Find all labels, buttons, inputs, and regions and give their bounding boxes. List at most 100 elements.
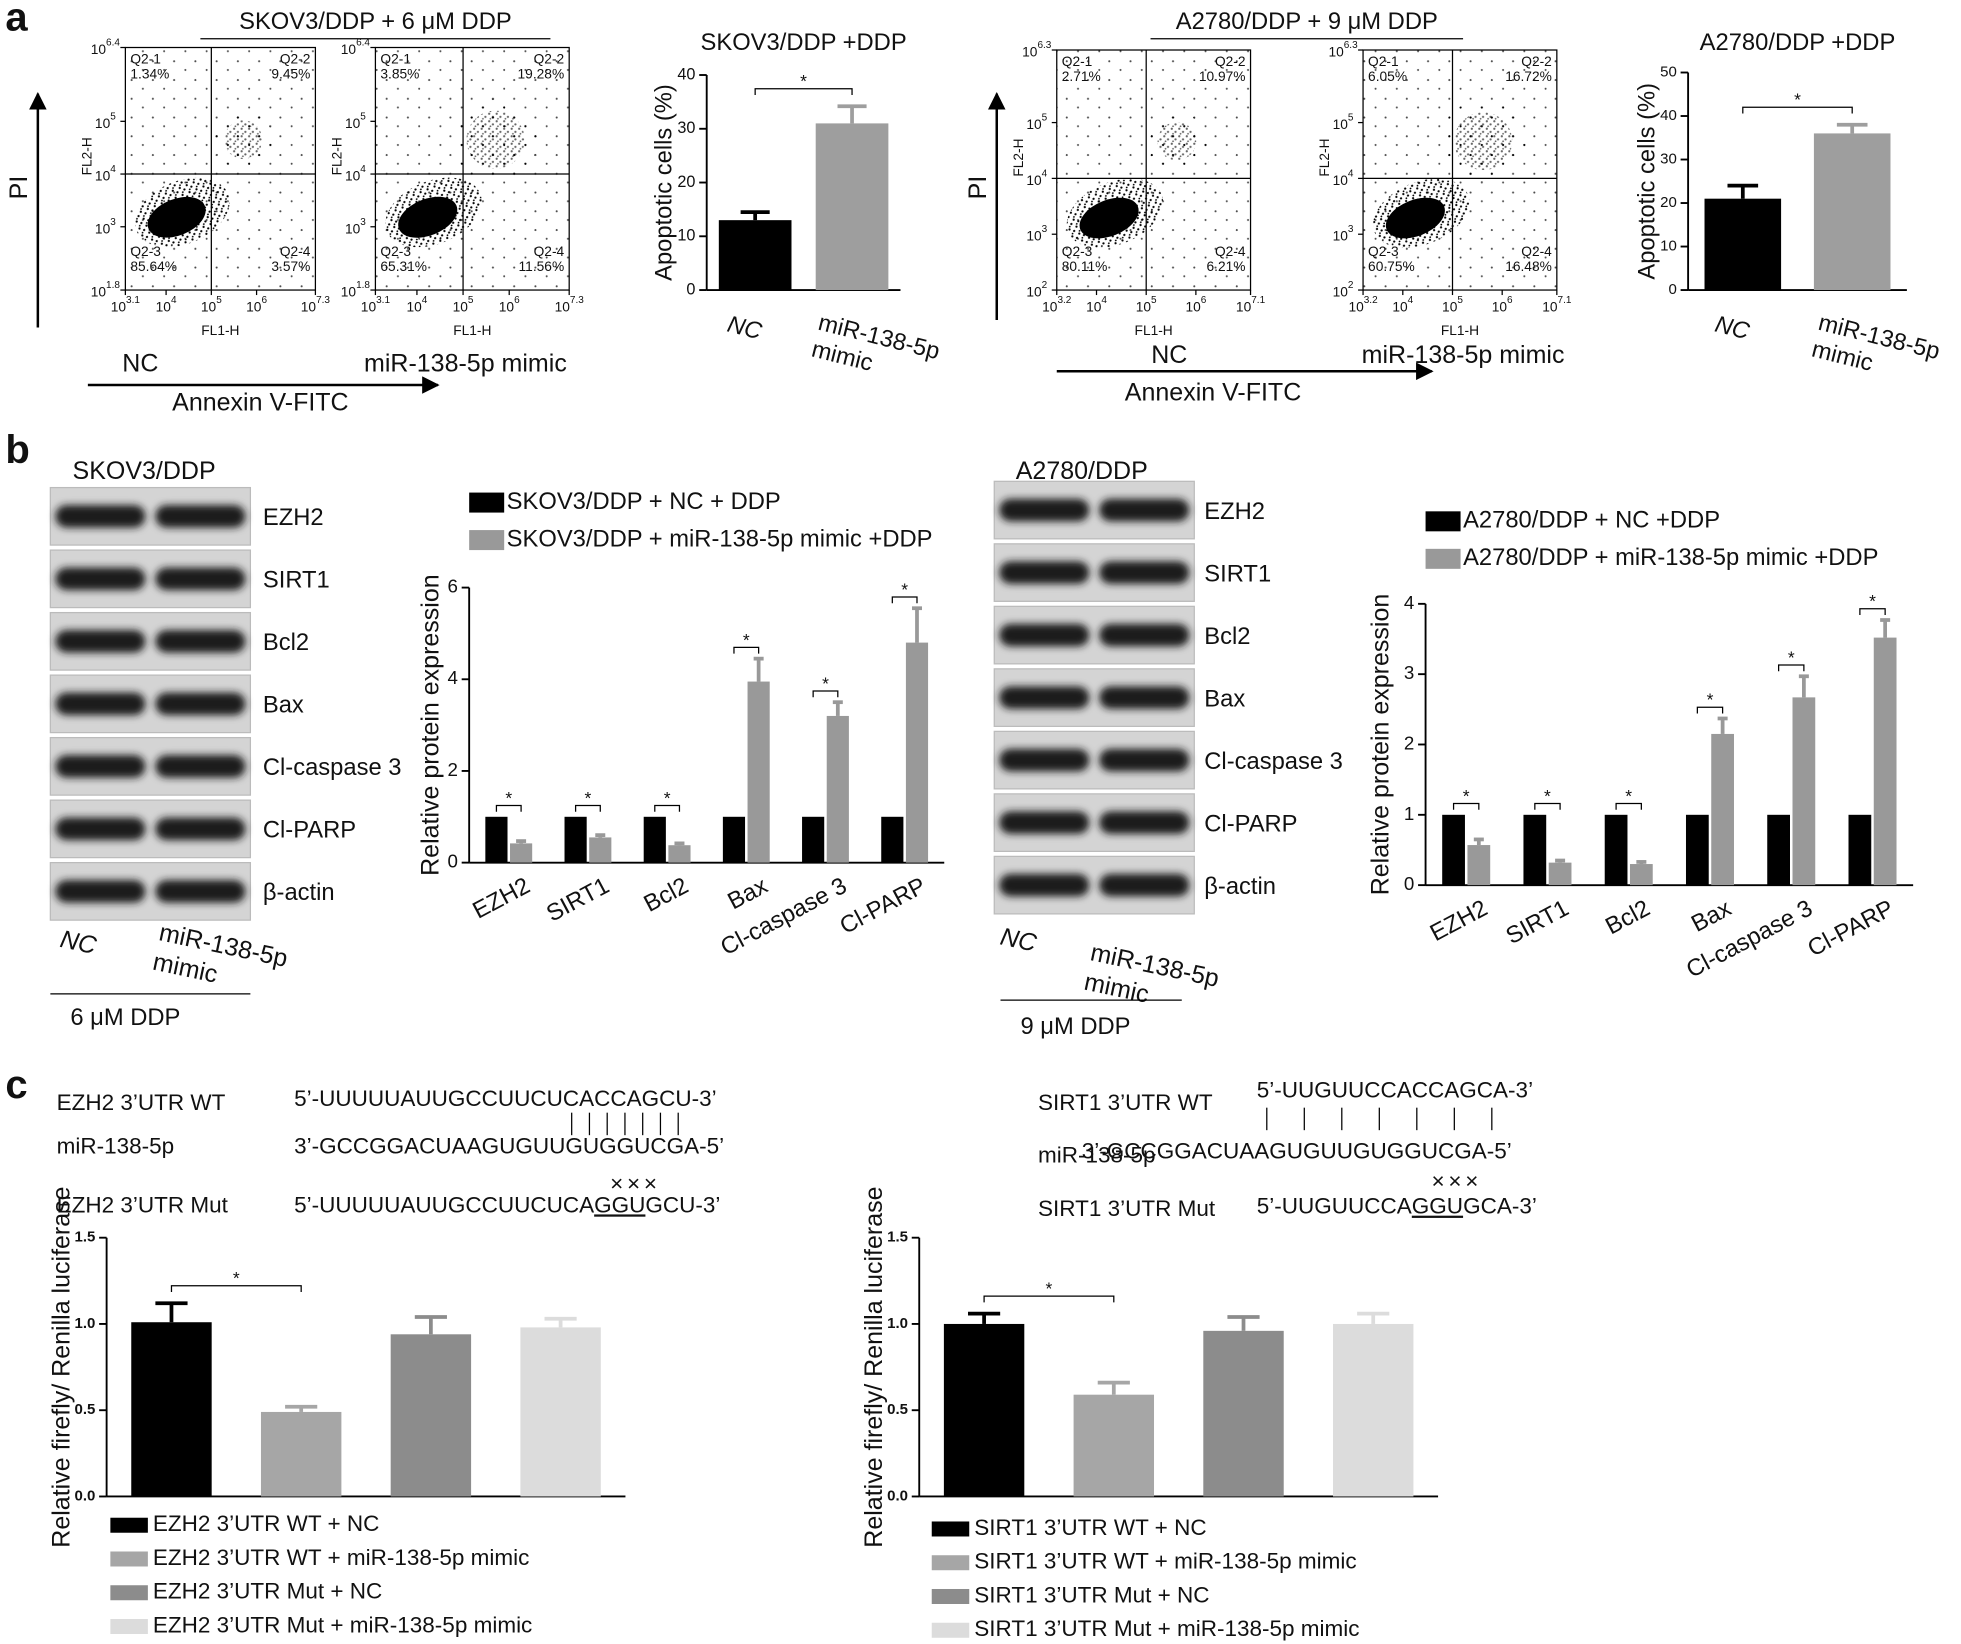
- lane-label: miR-138-5p mimic: [1082, 938, 1229, 1023]
- quadrant-name: Q2-2: [1521, 54, 1552, 69]
- x-tick-label: NC: [1712, 311, 1753, 346]
- y-tick-label: 50: [1660, 63, 1677, 80]
- plot-frame: [374, 46, 570, 291]
- y-axis-label: Relative protein expression: [416, 574, 444, 876]
- significance-bracket: [1534, 802, 1561, 810]
- protein-label: Cl-PARP: [263, 817, 356, 844]
- quadrant-percent: 80.11%: [1062, 259, 1108, 274]
- bar: [1203, 1330, 1284, 1497]
- bar: [1523, 814, 1547, 886]
- blot-band: [55, 505, 146, 528]
- y-tick-label: 30: [1660, 150, 1677, 167]
- sequence-name: EZH2 3’UTR WT: [57, 1090, 226, 1115]
- y-axis-label: FL2-H: [1317, 138, 1332, 176]
- event-cloud: [1454, 112, 1513, 171]
- tick-label: 105: [453, 295, 474, 314]
- bar: [747, 681, 770, 863]
- bar: [564, 816, 587, 863]
- significance-label: *: [1544, 786, 1551, 806]
- y-tick-label: 4: [1404, 592, 1414, 613]
- tick-base: 10: [1026, 228, 1042, 243]
- quadrant-name: Q2-4: [280, 244, 311, 259]
- bar: [643, 816, 666, 863]
- tick-exponent: 5: [360, 111, 366, 122]
- significance-label: *: [1707, 690, 1714, 710]
- legend-swatch: [931, 1555, 970, 1571]
- legend-label: EZH2 3’UTR Mut + miR-138-5p mimic: [153, 1612, 532, 1637]
- y-arrow-label: PI: [5, 176, 33, 200]
- y-tick-label: 2: [1404, 732, 1414, 753]
- protein-label: SIRT1: [263, 567, 330, 594]
- quadrant-percent: 3.85%: [380, 67, 419, 82]
- plot-frame: [1056, 49, 1252, 291]
- tick-label: 107.3: [555, 295, 585, 314]
- blot-band: [1099, 811, 1190, 834]
- legend-swatch: [1425, 511, 1461, 532]
- tick-exponent: 3: [1042, 224, 1048, 235]
- x-arrow-label: Annexin V-FITC: [1125, 378, 1301, 406]
- tick-exponent: 4: [171, 295, 177, 306]
- tick-label: 106.3: [1022, 40, 1052, 59]
- condition-label: miR-138-5p mimic: [1362, 341, 1565, 369]
- significance-label: *: [822, 673, 829, 693]
- y-axis-label: Apoptotic cells (%): [1633, 83, 1660, 280]
- tick-exponent: 7.1: [1251, 295, 1265, 306]
- quadrant-name: Q2-2: [534, 52, 565, 67]
- tick-exponent: 4: [422, 295, 428, 306]
- x-tick-label: SIRT1: [542, 872, 614, 927]
- tick-base: 10: [1026, 173, 1042, 188]
- blot-band: [55, 630, 146, 653]
- significance-bracket: [1696, 706, 1724, 714]
- bar: [718, 220, 792, 291]
- quadrant-percent: 6.05%: [1368, 69, 1407, 84]
- significance-bracket: [495, 804, 522, 812]
- tick-exponent: 1.8: [356, 280, 370, 291]
- y-tick-label: 0: [686, 280, 695, 298]
- protein-label: Cl-PARP: [1204, 810, 1297, 837]
- protein-label: β-actin: [263, 879, 335, 906]
- bar: [815, 123, 889, 291]
- legend-swatch: [931, 1521, 970, 1537]
- legend-label: A2780/DDP + miR-138-5p mimic +DDP: [1463, 544, 1878, 571]
- tick-base: 10: [1333, 228, 1349, 243]
- tick-label: 105: [95, 111, 116, 130]
- tick-label: 103: [1026, 224, 1047, 243]
- blot-band: [55, 692, 146, 716]
- x-tick-label: Cl-PARP: [1803, 895, 1898, 963]
- sequence-name: SIRT1 3’UTR WT: [1038, 1090, 1213, 1115]
- quadrant-percent: 6.21%: [1207, 259, 1246, 274]
- tick-label: 105: [1333, 112, 1354, 131]
- bar: [826, 715, 849, 863]
- tick-base: 10: [1022, 44, 1038, 59]
- y-tick-label: 1: [1404, 803, 1414, 824]
- significance-label: *: [505, 788, 512, 808]
- y-tick-label: 10: [1660, 238, 1677, 255]
- tick-label: 107.3: [301, 295, 331, 314]
- y-axis-label: FL2-H: [1011, 138, 1026, 176]
- tick-exponent: 6: [1201, 295, 1207, 306]
- tick-base: 10: [1442, 299, 1458, 314]
- tick-base: 10: [345, 168, 361, 183]
- bar: [1767, 814, 1790, 886]
- blot-band: [155, 505, 246, 528]
- x-tick-label: Bax: [723, 872, 772, 915]
- tick-base: 10: [301, 299, 317, 314]
- quadrant-percent: 65.31%: [380, 259, 427, 274]
- quadrant-percent: 9.45%: [271, 67, 310, 82]
- tick-label: 105: [1442, 295, 1463, 314]
- event-core: [1385, 197, 1445, 239]
- tick-label: 103.1: [361, 295, 391, 314]
- tick-label: 104: [95, 164, 116, 183]
- protein-label: SIRT1: [1204, 560, 1271, 587]
- tick-exponent: 6.3: [1037, 40, 1051, 51]
- protein-label: EZH2: [263, 504, 324, 531]
- y-tick-label: 40: [1660, 107, 1677, 124]
- bar: [881, 816, 904, 863]
- bar: [1873, 637, 1897, 886]
- significance-bracket: [1859, 608, 1886, 616]
- lane-label: NC: [58, 925, 100, 960]
- significance-bracket: [1615, 802, 1642, 810]
- tick-base: 10: [95, 221, 111, 236]
- tick-base: 10: [341, 284, 357, 299]
